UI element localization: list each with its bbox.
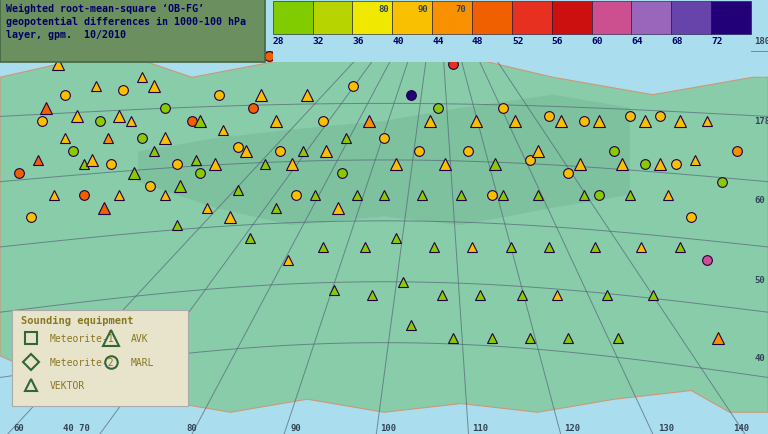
FancyBboxPatch shape: [711, 2, 751, 35]
Text: 110: 110: [472, 423, 488, 432]
Text: 130: 130: [659, 423, 674, 432]
Text: 80: 80: [379, 5, 389, 14]
Text: 68: 68: [671, 37, 683, 46]
Text: 140: 140: [733, 423, 749, 432]
FancyBboxPatch shape: [432, 2, 472, 35]
Text: 72: 72: [711, 37, 723, 46]
FancyBboxPatch shape: [392, 2, 432, 35]
FancyBboxPatch shape: [12, 310, 188, 406]
Text: 60: 60: [754, 195, 765, 204]
Text: 100: 100: [380, 423, 396, 432]
FancyBboxPatch shape: [591, 2, 631, 35]
FancyBboxPatch shape: [472, 2, 511, 35]
FancyBboxPatch shape: [631, 2, 671, 35]
Text: 28: 28: [273, 37, 284, 46]
Text: 90: 90: [417, 5, 428, 14]
Text: 90: 90: [290, 423, 301, 432]
Text: 60: 60: [591, 37, 603, 46]
Text: MARL: MARL: [131, 358, 154, 367]
Text: Meteorite-2: Meteorite-2: [50, 358, 114, 367]
FancyBboxPatch shape: [671, 2, 711, 35]
FancyBboxPatch shape: [313, 2, 353, 35]
Polygon shape: [138, 95, 630, 226]
Text: 56: 56: [551, 37, 563, 46]
FancyBboxPatch shape: [353, 2, 392, 35]
Text: 52: 52: [511, 37, 523, 46]
FancyBboxPatch shape: [273, 2, 313, 35]
Text: 40: 40: [392, 37, 404, 46]
Text: 60: 60: [14, 423, 25, 432]
Text: VEKTOR: VEKTOR: [50, 380, 85, 390]
FancyBboxPatch shape: [273, 0, 751, 63]
Text: AVK: AVK: [131, 334, 148, 343]
Text: 180: 180: [754, 37, 768, 46]
Text: 40: 40: [754, 354, 765, 362]
Text: 44: 44: [432, 37, 444, 46]
Text: 32: 32: [313, 37, 324, 46]
Text: Weighted root-mean-square ‘OB-FG’
geopotential differences in 1000-100 hPa
layer: Weighted root-mean-square ‘OB-FG’ geopot…: [6, 3, 246, 40]
Text: Sounding equipment: Sounding equipment: [21, 316, 133, 326]
Text: 178: 178: [754, 117, 768, 126]
Text: 36: 36: [353, 37, 364, 46]
Text: 70: 70: [455, 5, 466, 14]
FancyBboxPatch shape: [511, 2, 551, 35]
Text: 48: 48: [472, 37, 484, 46]
Text: 40 70: 40 70: [64, 423, 90, 432]
FancyBboxPatch shape: [551, 2, 591, 35]
Text: Meteorite-1: Meteorite-1: [50, 334, 114, 343]
Text: 50: 50: [754, 276, 765, 284]
Polygon shape: [0, 43, 768, 412]
Text: 64: 64: [631, 37, 643, 46]
FancyBboxPatch shape: [0, 0, 265, 63]
Text: 80: 80: [187, 423, 197, 432]
Text: 120: 120: [564, 423, 580, 432]
